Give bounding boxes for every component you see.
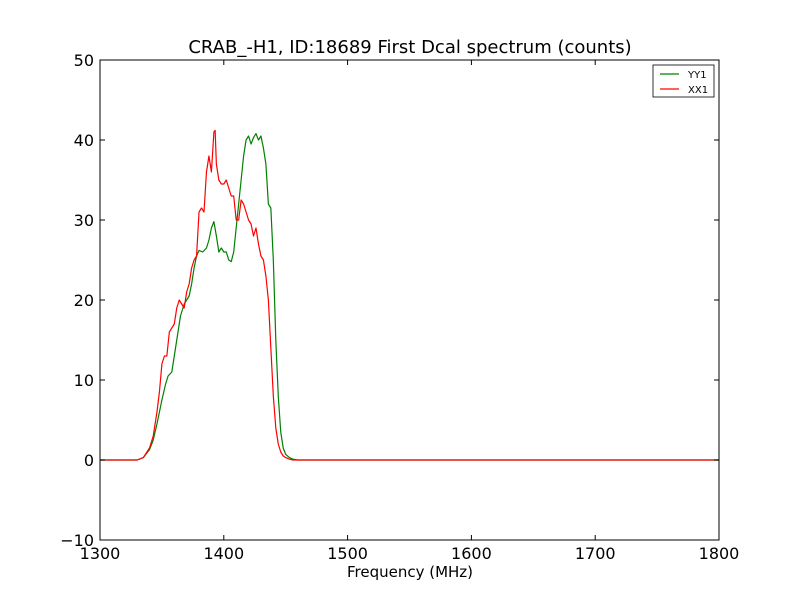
legend-box (652, 64, 715, 98)
chart-title: CRAB_-H1, ID:18689 First Dcal spectrum (… (188, 37, 631, 58)
series-layer (100, 129, 719, 461)
x-tick-label: 1500 (327, 544, 368, 563)
y-tick-label: 50 (74, 51, 94, 70)
y-tick-label: 10 (74, 371, 94, 390)
y-tick-label: 20 (74, 291, 94, 310)
legend-label-yy1: YY1 (687, 70, 707, 81)
y-tick-label: −10 (60, 531, 94, 550)
plot-area (99, 59, 720, 541)
y-tick-label: 40 (74, 131, 94, 150)
x-axis: 1300 1400 1500 1600 1700 1800 (80, 60, 740, 563)
x-tick-label: 1600 (451, 544, 492, 563)
series-line-yy1 (100, 133, 719, 461)
legend-label-xx1: XX1 (688, 85, 708, 96)
legend: YY1 XX1 (652, 64, 715, 98)
axes-background (100, 60, 719, 540)
x-axis-label: Frequency (MHz) (347, 563, 473, 581)
x-tick-label: 1400 (203, 544, 244, 563)
x-tick-label: 1700 (575, 544, 616, 563)
y-axis: −10 0 10 20 30 40 50 (60, 51, 719, 550)
y-tick-label: 30 (74, 211, 94, 230)
series-line-xx1 (100, 129, 719, 461)
x-tick-label: 1800 (699, 544, 740, 563)
x-tick-label: 1300 (80, 544, 121, 563)
y-tick-label: 0 (84, 451, 94, 470)
